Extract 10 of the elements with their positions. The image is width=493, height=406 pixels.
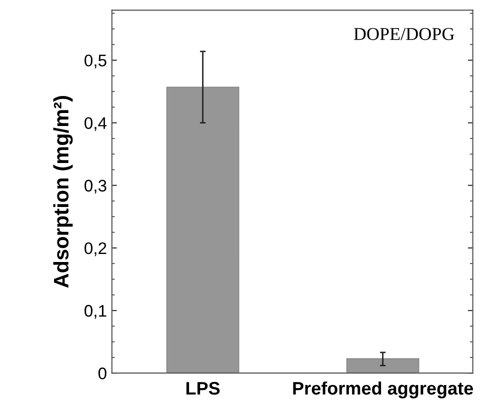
x-tick-label: LPS [186,382,220,395]
y-tick-label: 0,3 [84,180,106,194]
annotation: DOPE/DOPG [354,28,454,40]
y-tick-label: 0 [98,368,106,380]
x-tick-label: Preformed aggregate [293,381,473,398]
y-tick-label: 0,4 [84,117,107,131]
y-axis-title: Adsorption (mg/m²) [53,96,73,288]
y-tick-label: 0,1 [84,304,106,319]
y-tick-label: 0,2 [84,242,106,256]
y-tick-label: 0,5 [84,54,106,68]
